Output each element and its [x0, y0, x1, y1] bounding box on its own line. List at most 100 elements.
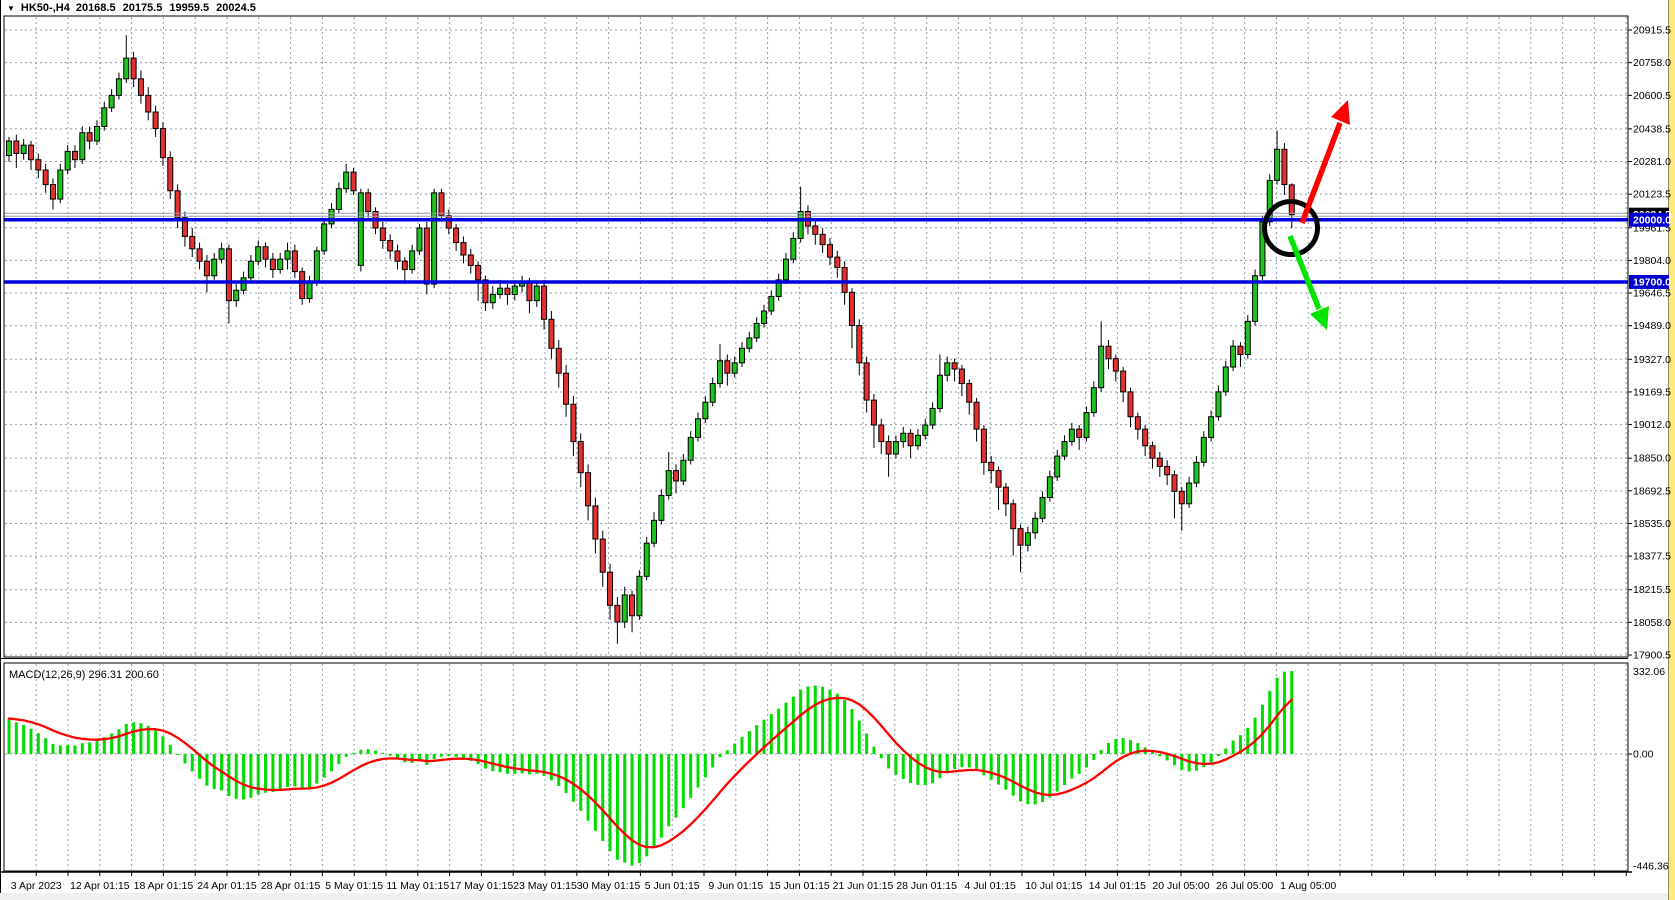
- price-tick-label: 20123.5: [1633, 189, 1671, 201]
- candle-body: [101, 107, 108, 127]
- candle-body: [614, 604, 621, 623]
- macd-histogram-bar: [1187, 754, 1191, 772]
- macd-histogram-bar: [7, 718, 11, 754]
- candle-body: [152, 111, 159, 130]
- candle-body: [13, 140, 20, 154]
- macd-histogram-bar: [1077, 754, 1081, 774]
- macd-histogram-bar: [1158, 754, 1162, 757]
- macd-histogram-bar: [608, 754, 612, 852]
- candle-body: [834, 256, 841, 268]
- candle-body: [387, 240, 394, 252]
- macd-signal-line: [7, 696, 1293, 849]
- macd-histogram-bar: [791, 696, 795, 754]
- macd-histogram-bar: [95, 740, 99, 754]
- candle-body: [335, 188, 342, 210]
- candle-body: [812, 225, 819, 235]
- candle-body: [680, 459, 687, 482]
- candle-body: [1244, 320, 1251, 356]
- symbol-dropdown-icon[interactable]: ▼: [7, 3, 15, 13]
- macd-histogram-bar: [1209, 754, 1213, 763]
- macd-histogram-bar: [271, 754, 275, 792]
- candle-body: [49, 184, 56, 200]
- breakout-circle-annotation[interactable]: [1262, 199, 1320, 257]
- time-label: 11 May 01:15: [386, 880, 449, 892]
- macd-histogram-bar: [447, 754, 451, 756]
- candle-body: [225, 248, 232, 302]
- time-label: 15 Jun 01:15: [769, 880, 830, 892]
- candle-body: [71, 150, 78, 161]
- high-value: 20175.5: [122, 2, 163, 14]
- macd-histogram-bar: [308, 754, 312, 788]
- candle-body: [629, 594, 636, 617]
- candle-body: [35, 159, 42, 171]
- macd-histogram-bar: [1041, 754, 1045, 803]
- candle-body: [1193, 461, 1200, 484]
- candle-body: [892, 441, 899, 455]
- macd-histogram-bar: [374, 750, 377, 754]
- window-bottom-strip: [0, 893, 1675, 900]
- macd-histogram-bar: [359, 749, 363, 754]
- price-tick-label: 18535.0: [1633, 518, 1671, 530]
- candle-body: [687, 436, 694, 461]
- time-label: 5 May 01:15: [325, 880, 383, 892]
- macd-histogram-bar: [278, 754, 282, 790]
- candle-body: [936, 374, 943, 409]
- candle-body: [189, 235, 196, 250]
- candle-body: [709, 383, 716, 403]
- candle-body: [489, 293, 496, 304]
- candle-body: [159, 128, 166, 159]
- macd-histogram-bar: [183, 754, 187, 764]
- macd-histogram-bar: [1128, 740, 1132, 754]
- macd-histogram-bar: [154, 729, 158, 754]
- candle-body: [1046, 476, 1053, 499]
- candle-body: [658, 494, 665, 521]
- candle-body: [856, 325, 863, 364]
- macd-histogram-bar: [945, 754, 949, 773]
- price-tick-label: 20915.5: [1633, 25, 1671, 37]
- price-tick-label: 19804.0: [1633, 255, 1671, 267]
- macd-histogram-bar: [894, 754, 898, 775]
- candle-body: [269, 258, 276, 271]
- price-tick-label: 20438.5: [1633, 123, 1671, 135]
- macd-histogram-bar: [44, 738, 48, 754]
- macd-histogram-bar: [1231, 740, 1235, 754]
- candle-body: [922, 424, 929, 436]
- candle-body: [636, 575, 643, 617]
- macd-histogram-bar: [1253, 717, 1257, 754]
- candle-body: [929, 407, 936, 426]
- macd-histogram-bar: [711, 754, 715, 768]
- down-arrow-annotation[interactable]: [1287, 234, 1322, 311]
- candle-body: [203, 260, 210, 277]
- candle-body: [137, 78, 144, 96]
- candle-body: [313, 250, 320, 283]
- macd-histogram-bar: [454, 754, 458, 757]
- macd-histogram-bar: [1026, 754, 1030, 805]
- macd-histogram-bar: [931, 754, 935, 784]
- candle-body: [438, 192, 445, 217]
- candle-body: [958, 368, 965, 385]
- candle-body: [900, 432, 907, 443]
- candle-body: [482, 279, 489, 304]
- macd-histogram-bar: [879, 754, 883, 759]
- time-label: 28 Apr 01:15: [261, 880, 321, 892]
- macd-histogram-bar: [190, 754, 194, 772]
- candle-body: [673, 470, 680, 482]
- price-tick-label: 18850.0: [1633, 453, 1671, 465]
- candle-body: [211, 258, 218, 277]
- candle-body: [299, 271, 306, 300]
- time-label: 1 Aug 05:00: [1280, 880, 1336, 892]
- macd-histogram-bar: [1011, 754, 1015, 796]
- up-arrow-annotation[interactable]: [1299, 122, 1343, 224]
- candle-body: [533, 285, 540, 302]
- candle-body: [724, 360, 731, 374]
- candle-body: [64, 150, 71, 171]
- candle-body: [1134, 416, 1141, 430]
- candle-body: [497, 287, 504, 295]
- hline-price-tag-label: 19700.0: [1633, 276, 1671, 288]
- macd-histogram-bar: [1290, 670, 1294, 754]
- candle-body: [467, 254, 474, 266]
- candle-body: [1237, 345, 1244, 356]
- macd-histogram-bar: [22, 724, 26, 754]
- candle-body: [1024, 532, 1031, 546]
